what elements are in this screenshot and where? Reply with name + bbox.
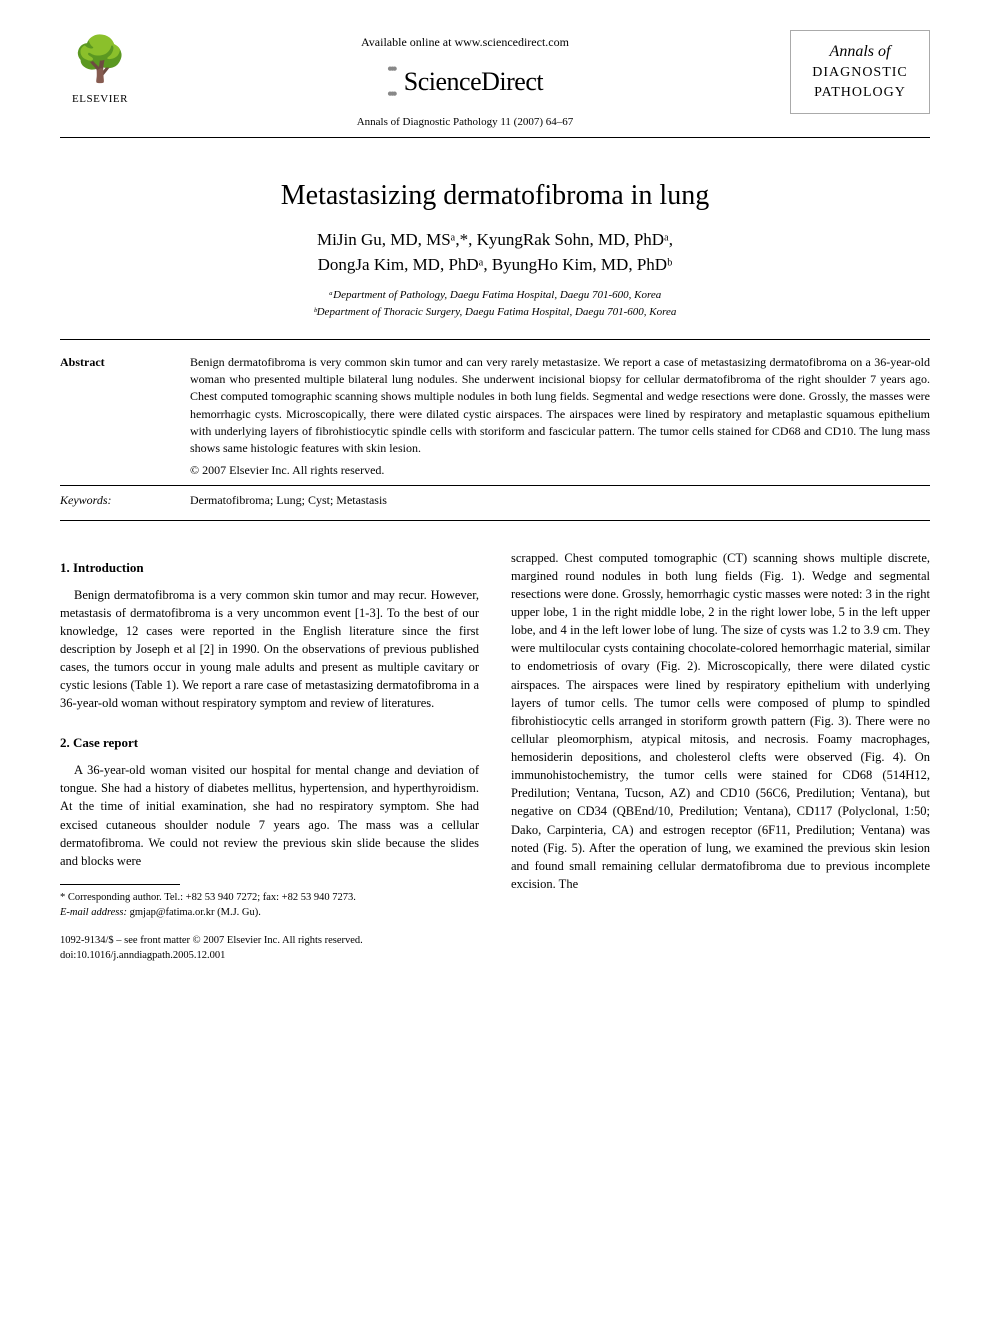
publisher-logo-block: 🌳 ELSEVIER	[60, 30, 140, 107]
copyright-block: 1092-9134/$ – see front matter © 2007 El…	[60, 934, 479, 963]
journal-line3: PATHOLOGY	[799, 83, 921, 103]
keywords-label: Keywords:	[60, 492, 150, 509]
available-online-text: Available online at www.sciencedirect.co…	[140, 34, 790, 51]
authors: MiJin Gu, MD, MSᵃ,*, KyungRak Sohn, MD, …	[60, 227, 930, 278]
journal-title-box: Annals of DIAGNOSTIC PATHOLOGY	[790, 30, 930, 114]
keywords-text: Dermatofibroma; Lung; Cyst; Metastasis	[190, 492, 387, 509]
sciencedirect-name: ScienceDirect	[404, 64, 543, 100]
footnote-rule	[60, 884, 180, 885]
body-columns: 1. Introduction Benign dermatofibroma is…	[60, 549, 930, 964]
abstract-body: Benign dermatofibroma is very common ski…	[190, 355, 930, 456]
front-matter-line: 1092-9134/$ – see front matter © 2007 El…	[60, 934, 479, 949]
case-heading: 2. Case report	[60, 734, 479, 753]
abstract-keywords-rule	[60, 485, 930, 486]
affiliation-b: ᵇDepartment of Thoracic Surgery, Daegu F…	[60, 305, 930, 320]
article-title: Metastasizing dermatofibroma in lung	[60, 176, 930, 215]
abstract-bottom-rule	[60, 520, 930, 521]
doi-line: doi:10.1016/j.anndiagpath.2005.12.001	[60, 949, 479, 964]
abstract-row: Abstract Benign dermatofibroma is very c…	[60, 354, 930, 480]
affiliation-a: ᵃDepartment of Pathology, Daegu Fatima H…	[60, 288, 930, 303]
keywords-row: Keywords: Dermatofibroma; Lung; Cyst; Me…	[60, 492, 930, 509]
header-center: Available online at www.sciencedirect.co…	[140, 30, 790, 131]
elsevier-tree-icon: 🌳	[70, 30, 130, 90]
abstract-top-rule	[60, 339, 930, 340]
abstract-label: Abstract	[60, 354, 150, 480]
citation-line: Annals of Diagnostic Pathology 11 (2007)…	[140, 115, 790, 130]
sciencedirect-row: •••••• ScienceDirect	[140, 57, 790, 107]
email-value: gmjap@fatima.or.kr (M.J. Gu).	[130, 907, 261, 918]
email-footnote: E-mail address: gmjap@fatima.or.kr (M.J.…	[60, 906, 479, 921]
authors-line1: MiJin Gu, MD, MSᵃ,*, KyungRak Sohn, MD, …	[317, 230, 673, 249]
left-column: 1. Introduction Benign dermatofibroma is…	[60, 549, 479, 964]
corresponding-footnote: * Corresponding author. Tel.: +82 53 940…	[60, 891, 479, 906]
journal-line1: Annals of	[799, 41, 921, 63]
case-para-left: A 36-year-old woman visited our hospital…	[60, 761, 479, 870]
publisher-name: ELSEVIER	[72, 92, 128, 107]
page-header: 🌳 ELSEVIER Available online at www.scien…	[60, 30, 930, 131]
journal-line2: DIAGNOSTIC	[799, 63, 921, 83]
header-rule	[60, 137, 930, 138]
abstract-text: Benign dermatofibroma is very common ski…	[190, 354, 930, 480]
authors-line2: DongJa Kim, MD, PhDᵃ, ByungHo Kim, MD, P…	[318, 255, 673, 274]
right-column: scrapped. Chest computed tomographic (CT…	[511, 549, 930, 964]
email-label: E-mail address:	[60, 907, 127, 918]
intro-para: Benign dermatofibroma is a very common s…	[60, 586, 479, 713]
abstract-copyright: © 2007 Elsevier Inc. All rights reserved…	[190, 462, 930, 479]
case-para-right: scrapped. Chest computed tomographic (CT…	[511, 549, 930, 893]
sciencedirect-dots-icon: ••••••	[387, 57, 394, 107]
intro-heading: 1. Introduction	[60, 559, 479, 578]
